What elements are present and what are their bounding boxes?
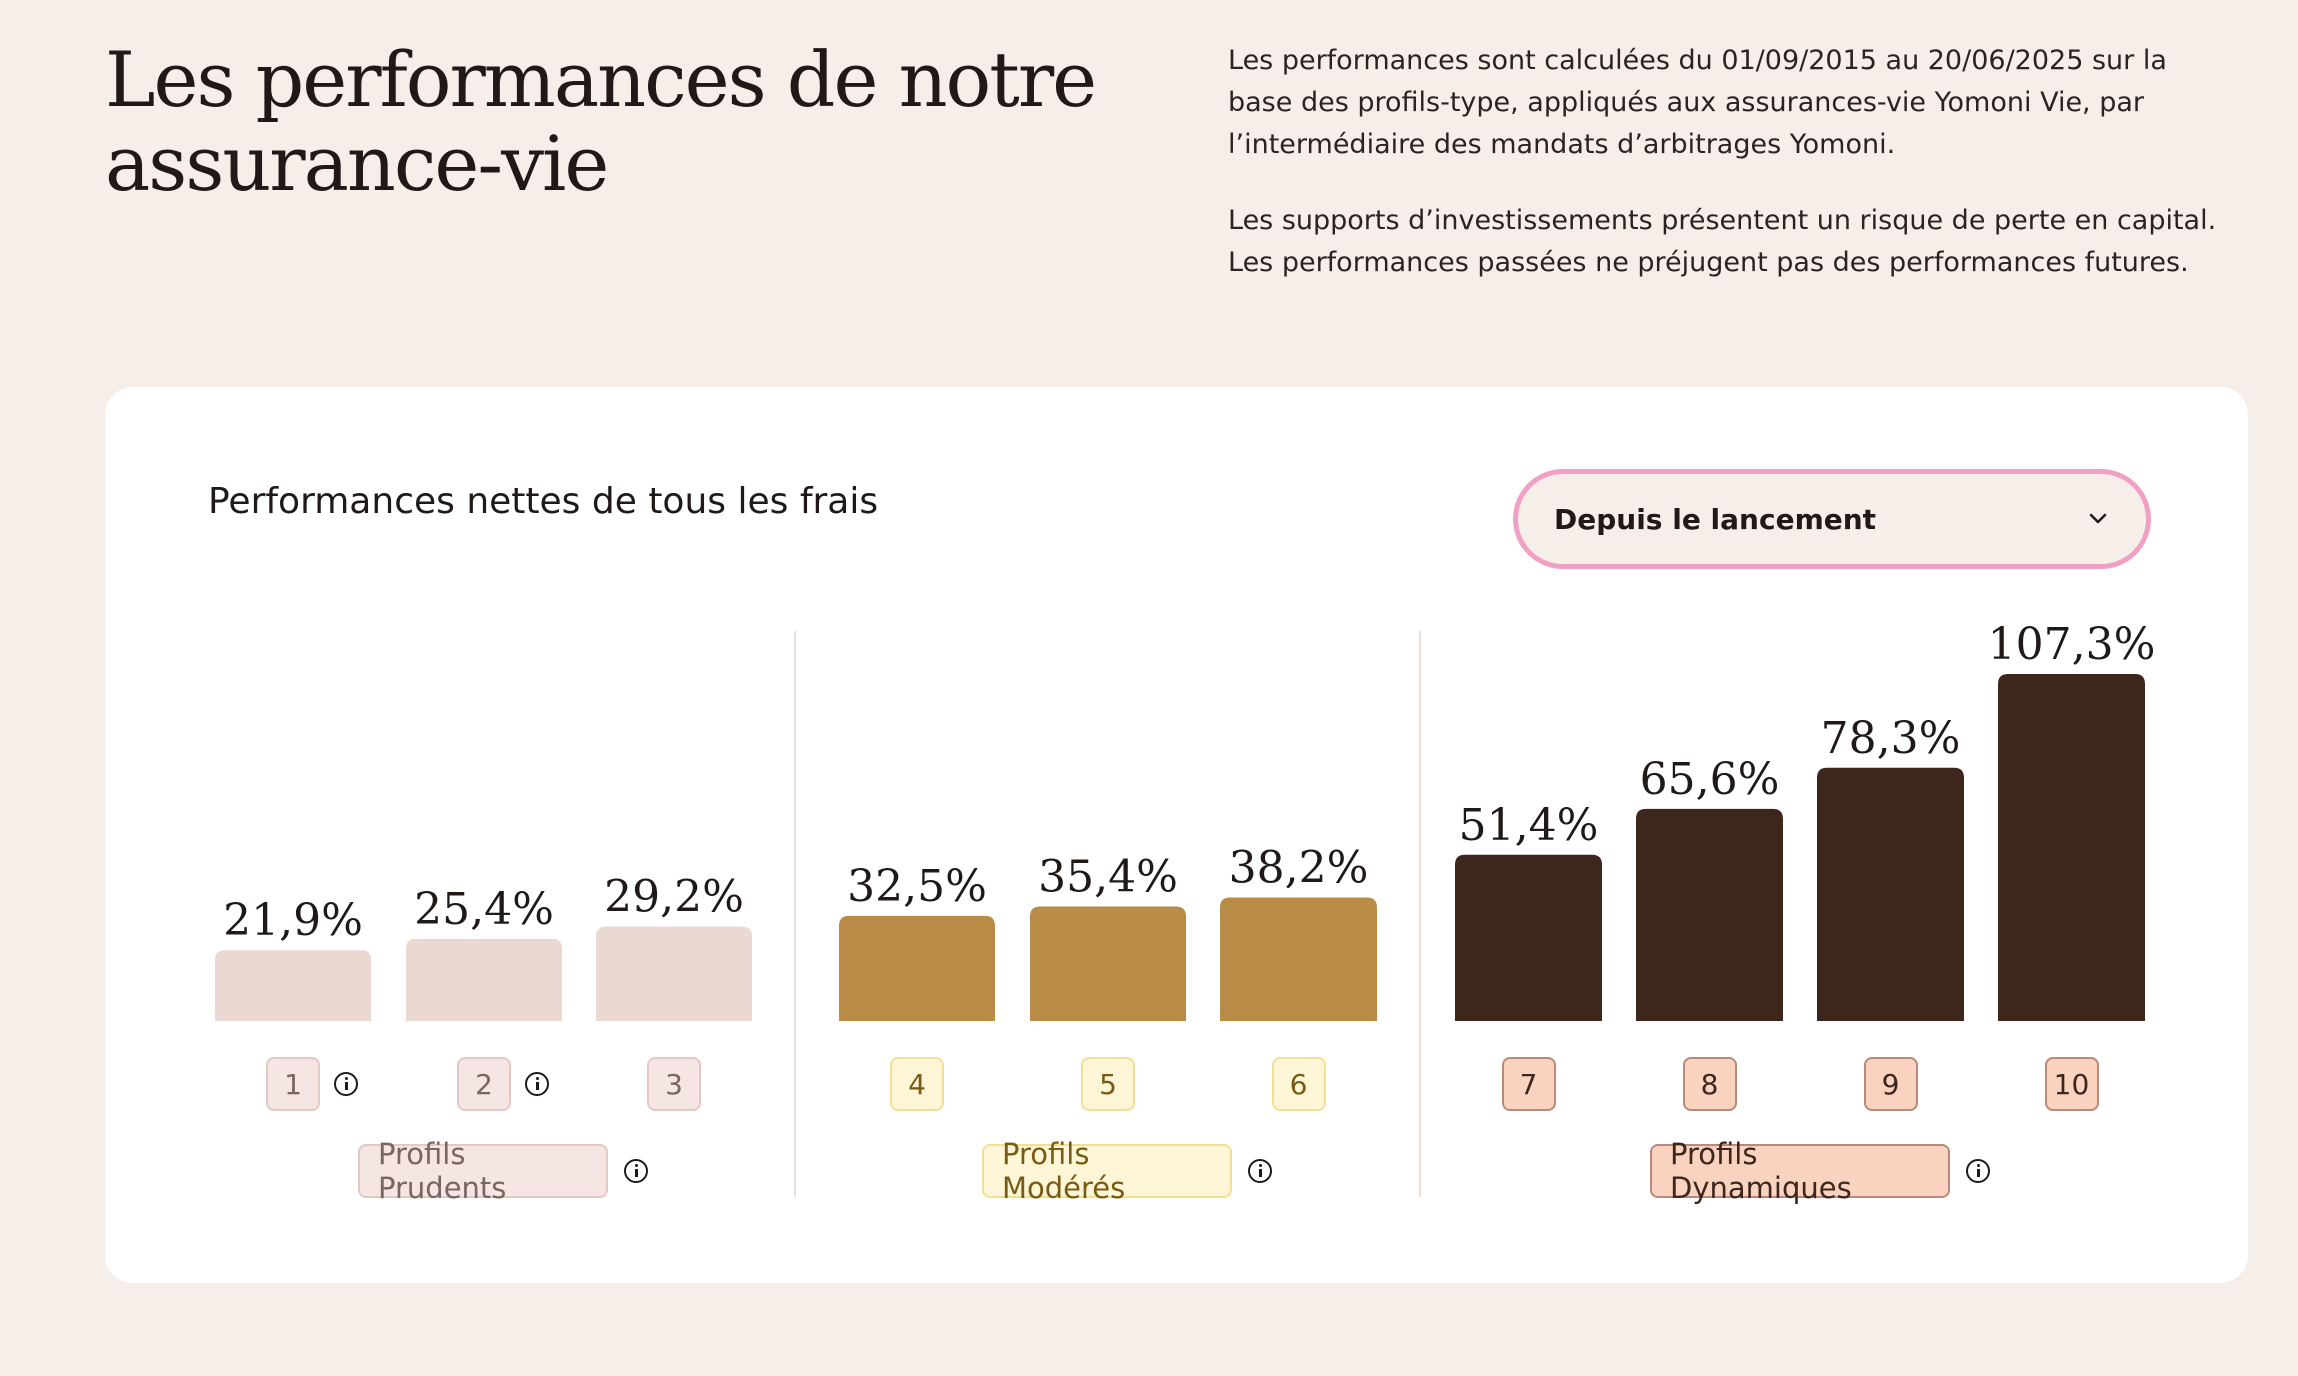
bar-profile-3 (596, 926, 752, 1021)
profile-badge-2[interactable]: 2 (457, 1057, 511, 1111)
info-icon[interactable] (1248, 1159, 1272, 1183)
profile-badge-10[interactable]: 10 (2044, 1057, 2099, 1111)
bar-profile-6 (1220, 897, 1377, 1021)
group-label-3: Profils Dynamiques (1650, 1137, 1950, 1205)
value-label-profile-5: 35,4% (1038, 852, 1178, 903)
bar-profile-8 (1636, 808, 1783, 1021)
value-label-profile-6: 38,2% (1229, 842, 1369, 893)
info-icon[interactable] (334, 1072, 358, 1096)
info-icon[interactable] (1966, 1159, 1990, 1183)
value-label-profile-1: 21,9% (223, 895, 363, 946)
value-label-profile-10: 107,3% (1988, 619, 2156, 670)
bar-profile-10 (1998, 674, 2145, 1021)
value-label-profile-3: 29,2% (604, 872, 744, 923)
bar-profile-7 (1455, 854, 1602, 1021)
group-label-1: Profils Prudents (358, 1137, 608, 1205)
profile-badge-3[interactable]: 3 (647, 1057, 701, 1111)
profile-badge-5[interactable]: 5 (1081, 1057, 1135, 1111)
value-label-profile-2: 25,4% (414, 884, 554, 935)
chevron-down-icon (2086, 507, 2110, 531)
profile-badge-4[interactable]: 4 (890, 1057, 944, 1111)
bar-profile-4 (839, 915, 995, 1021)
intro-text: Les performances sont calculées du 01/09… (1228, 40, 2238, 284)
bar-profile-5 (1030, 906, 1186, 1021)
profile-badge-8[interactable]: 8 (1682, 1057, 1737, 1111)
info-icon[interactable] (624, 1159, 648, 1183)
performance-card: 21,9% 25,4% 29,2% 32,5% 35,4% 38,2% 51,4% 65,6%… (105, 387, 2248, 1283)
profile-badge-6[interactable]: 6 (1271, 1057, 1326, 1111)
bar-profile-1 (215, 950, 371, 1021)
period-select[interactable]: Depuis le lancement (1513, 469, 2151, 569)
value-label-profile-8: 65,6% (1640, 754, 1780, 805)
chart-title: Performances nettes de tous les frais (208, 481, 879, 522)
profile-badge-7[interactable]: 7 (1501, 1057, 1556, 1111)
intro-paragraph-risk: Les supports d’investissements présenten… (1228, 205, 2217, 278)
value-label-profile-4: 32,5% (847, 861, 987, 912)
value-label-profile-9: 78,3% (1821, 713, 1961, 764)
profile-badge-1[interactable]: 1 (266, 1057, 320, 1111)
bar-profile-9 (1817, 767, 1964, 1021)
period-select-value: Depuis le lancement (1554, 502, 1877, 536)
page-title: Les performances de notre assurance-vie (105, 35, 1097, 208)
info-icon[interactable] (525, 1072, 549, 1096)
bar-profile-2 (406, 938, 562, 1021)
profile-badge-9[interactable]: 9 (1863, 1057, 1918, 1111)
value-label-profile-7: 51,4% (1459, 800, 1599, 851)
group-label-2: Profils Modérés (982, 1137, 1232, 1205)
performance-bar-chart: 21,9% 25,4% 29,2% 32,5% 35,4% 38,2% 51,4% 65,6%… (215, 619, 2156, 1197)
intro-paragraph-period: Les performances sont calculées du 01/09… (1228, 45, 2167, 160)
